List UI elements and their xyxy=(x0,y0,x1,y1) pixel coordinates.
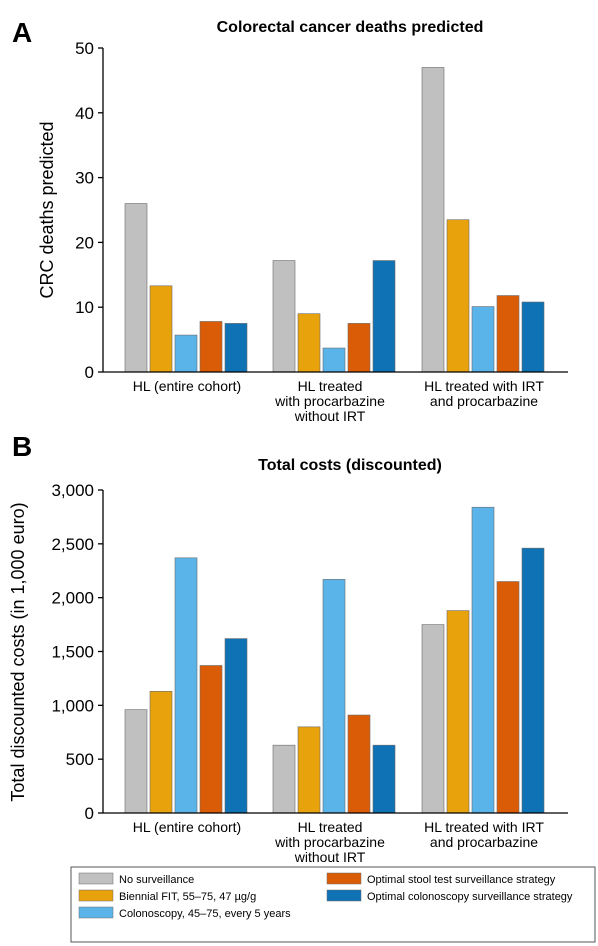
category-label: HL (entire cohort) xyxy=(133,378,241,394)
panel-letter-a: A xyxy=(12,17,32,48)
bar xyxy=(421,67,445,373)
y-tick-label: 0 xyxy=(85,804,94,823)
legend-item: Biennial FIT, 55–75, 47 µg/g xyxy=(78,889,256,903)
category-label: HL treated with procarbazine without IRT xyxy=(274,378,385,424)
legend-swatch xyxy=(78,906,114,919)
y-tick-label: 1,000 xyxy=(51,696,94,715)
y-tick-label: 2,000 xyxy=(51,589,94,608)
y-tick-label: 40 xyxy=(75,104,94,123)
category-label: HL treated with procarbazine without IRT xyxy=(274,819,385,865)
bar xyxy=(322,347,346,373)
bar xyxy=(224,638,248,814)
legend-item: Colonoscopy, 45–75, every 5 years xyxy=(78,906,291,920)
bar xyxy=(199,321,223,373)
bar xyxy=(421,624,445,814)
bar xyxy=(297,313,321,373)
bar xyxy=(446,219,470,373)
bar xyxy=(224,323,248,373)
y-axis-label-a: CRC deaths predicted xyxy=(37,121,57,298)
bar xyxy=(322,579,346,814)
bar xyxy=(471,506,495,814)
bar xyxy=(446,610,470,814)
bar xyxy=(297,726,321,814)
panel-a: A Colorectal cancer deaths predicted CRC… xyxy=(12,17,568,424)
bar xyxy=(471,306,495,373)
category-label: HL treated with IRT and procarbazine xyxy=(424,819,544,850)
y-tick-label: 500 xyxy=(66,750,94,769)
y-tick-label: 2,500 xyxy=(51,535,94,554)
y-tick-label: 10 xyxy=(75,298,94,317)
y-tick-label: 30 xyxy=(75,169,94,188)
y-tick-label: 1,500 xyxy=(51,643,94,662)
legend-label: Optimal colonoscopy surveillance strateg… xyxy=(367,891,573,903)
bar xyxy=(272,260,296,373)
legend: No surveillance Biennial FIT, 55–75, 47 µ… xyxy=(70,866,596,943)
bar xyxy=(372,260,396,373)
legend-swatch xyxy=(326,872,362,885)
category-label: HL treated with IRT and procarbazine xyxy=(424,378,544,409)
bar xyxy=(521,301,545,373)
bar xyxy=(496,295,520,373)
y-tick-label: 20 xyxy=(75,233,94,252)
bar xyxy=(174,557,198,814)
legend-label: Biennial FIT, 55–75, 47 µg/g xyxy=(119,891,256,903)
category-label: HL (entire cohort) xyxy=(133,819,241,835)
legend-items: No surveillance Biennial FIT, 55–75, 47 µ… xyxy=(78,872,573,920)
bar xyxy=(372,744,396,814)
legend-item: Optimal colonoscopy surveillance strateg… xyxy=(326,889,573,903)
legend-swatch xyxy=(78,889,114,902)
legend-item: Optimal stool test surveillance strategy xyxy=(326,872,556,886)
y-tick-label: 3,000 xyxy=(51,481,94,500)
bar-chart-b: 0 500 1,000 1,500 2,000 2,500 3,000 HL (entire … xyxy=(51,481,568,865)
bar xyxy=(347,323,371,373)
bar xyxy=(199,665,223,814)
legend-label: Colonoscopy, 45–75, every 5 years xyxy=(119,908,291,920)
bar xyxy=(124,203,148,373)
legend-swatch xyxy=(78,872,114,885)
bar xyxy=(124,709,148,814)
panel-b: B Total costs (discounted) Total discoun… xyxy=(8,431,568,865)
bar xyxy=(174,334,198,373)
bar xyxy=(149,285,173,373)
bar-chart-a: 0 10 20 30 40 50 HL (entire cohort) HL treated w… xyxy=(75,39,568,424)
bar xyxy=(272,744,296,814)
chart-title-b: Total costs (discounted) xyxy=(258,457,442,474)
y-axis-label-b: Total discounted costs (in 1,000 euro) xyxy=(8,502,28,801)
panel-letter-b: B xyxy=(12,431,32,462)
legend-label: Optimal stool test surveillance strategy xyxy=(367,874,556,886)
legend-label: No surveillance xyxy=(119,874,194,886)
legend-swatch xyxy=(326,889,362,902)
legend-item: No surveillance xyxy=(78,872,194,886)
bar xyxy=(496,581,520,814)
bar xyxy=(149,691,173,814)
chart-title-a: Colorectal cancer deaths predicted xyxy=(217,19,484,36)
bar xyxy=(521,547,545,814)
y-tick-label: 50 xyxy=(75,39,94,58)
y-tick-label: 0 xyxy=(85,363,94,382)
bar xyxy=(347,714,371,814)
